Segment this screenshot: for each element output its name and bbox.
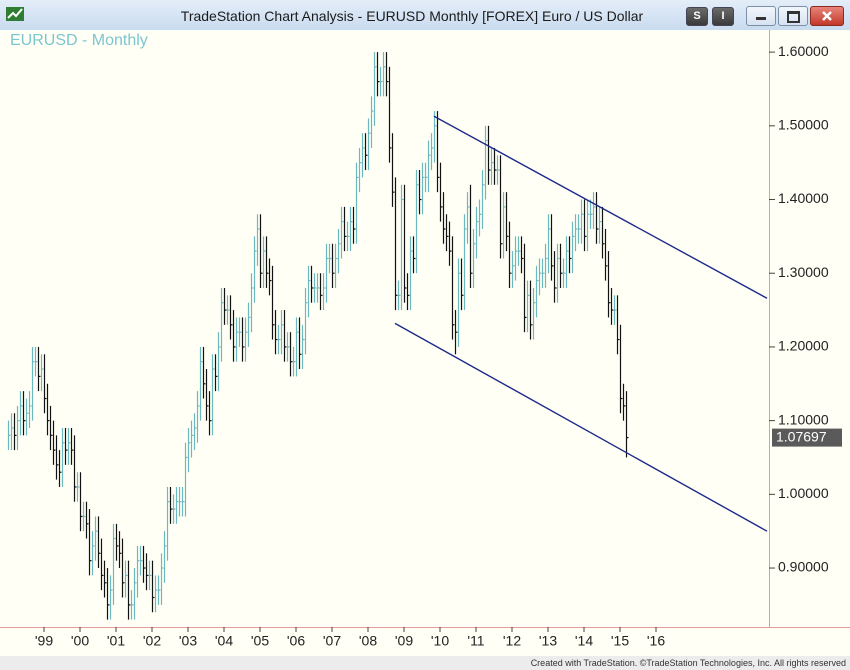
y-tick-label: 1.50000 bbox=[778, 117, 829, 133]
x-tick-label: '16 bbox=[647, 633, 665, 649]
x-tick-label: '06 bbox=[287, 633, 305, 649]
x-tick-label: '02 bbox=[143, 633, 161, 649]
x-tick-label: '04 bbox=[215, 633, 233, 649]
window-title: TradeStation Chart Analysis - EURUSD Mon… bbox=[180, 8, 644, 24]
footer: Created with TradeStation. ©TradeStation… bbox=[0, 656, 850, 670]
minimize-button[interactable] bbox=[746, 6, 776, 26]
close-button[interactable] bbox=[810, 6, 844, 26]
copyright: Created with TradeStation. ©TradeStation… bbox=[530, 658, 846, 668]
x-tick-label: '03 bbox=[179, 633, 197, 649]
chart-background bbox=[0, 30, 850, 656]
channel-line bbox=[394, 322, 768, 532]
y-tick-label: 1.40000 bbox=[778, 190, 829, 206]
x-tick-label: '99 bbox=[35, 633, 53, 649]
y-tick-label: 1.10000 bbox=[778, 411, 829, 427]
chart-title: EURUSD - Monthly bbox=[10, 32, 148, 49]
maximize-button[interactable] bbox=[778, 6, 808, 26]
y-tick-label: 1.20000 bbox=[778, 338, 829, 354]
x-tick-label: '01 bbox=[107, 633, 125, 649]
x-tick-label: '00 bbox=[71, 633, 89, 649]
x-tick-label: '12 bbox=[503, 633, 521, 649]
title-bar: TradeStation Chart Analysis - EURUSD Mon… bbox=[0, 0, 850, 31]
channel-line bbox=[433, 115, 768, 299]
y-tick-label: 1.00000 bbox=[778, 485, 829, 501]
x-tick-label: '05 bbox=[251, 633, 269, 649]
last-price-box bbox=[772, 428, 842, 447]
x-tick-label: '10 bbox=[431, 633, 449, 649]
app-icon bbox=[6, 7, 24, 21]
y-tick-label: 1.60000 bbox=[778, 43, 829, 59]
x-tick-label: '07 bbox=[323, 633, 341, 649]
x-tick-label: '14 bbox=[575, 633, 593, 649]
s-button[interactable]: S bbox=[686, 7, 708, 26]
x-tick-label: '15 bbox=[611, 633, 629, 649]
x-tick-label: '11 bbox=[467, 633, 484, 649]
x-tick-label: '13 bbox=[539, 633, 557, 649]
x-tick-label: '08 bbox=[359, 633, 377, 649]
x-tick-label: '09 bbox=[395, 633, 413, 649]
chart: EURUSD - Monthly 0.900001.000001.100001.… bbox=[0, 30, 850, 656]
i-button[interactable]: I bbox=[712, 7, 734, 26]
y-tick-label: 0.90000 bbox=[778, 559, 829, 575]
y-tick-label: 1.30000 bbox=[778, 264, 829, 280]
last-price-label: 1.07697 bbox=[776, 428, 827, 444]
